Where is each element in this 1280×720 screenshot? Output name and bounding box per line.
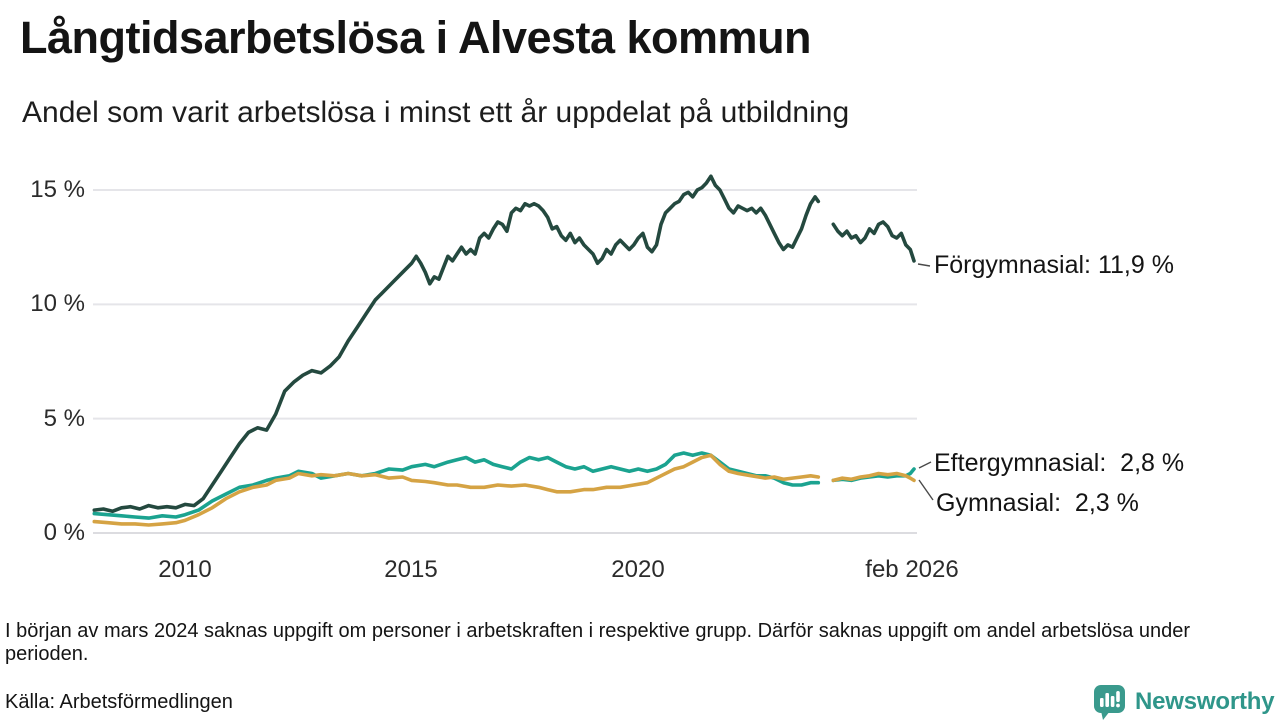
series-label-eftergymnasial: Eftergymnasial: 2,8 % — [934, 449, 1185, 477]
x-tick-2020: 2020 — [611, 556, 665, 583]
bar-chart-speech-bubble-icon — [1094, 685, 1125, 720]
series-label-forgymnasial: Förgymnasial: 11,9 % — [934, 251, 1174, 279]
x-tick-feb-2026: feb 2026 — [865, 556, 959, 583]
y-tick-0: 0 % — [43, 519, 85, 546]
x-tick-2010: 2010 — [158, 556, 212, 583]
series-label-gymnasial: Gymnasial: 2,3 % — [936, 489, 1139, 517]
y-tick-15: 15 % — [30, 176, 85, 203]
page-subtitle: Andel som varit arbetslösa i minst ett å… — [22, 96, 850, 129]
page-title: Långtidsarbetslösa i Alvesta kommun — [20, 12, 812, 63]
footnote-text: I början av mars 2024 saknas uppgift om … — [5, 620, 1191, 665]
source-text: Källa: Arbetsförmedlingen — [5, 691, 233, 713]
newsworthy-logo-text: Newsworthy — [1135, 688, 1275, 715]
y-tick-10: 10 % — [30, 290, 85, 317]
y-tick-5: 5 % — [43, 405, 85, 432]
x-tick-2015: 2015 — [384, 556, 438, 583]
newsworthy-logo: Newsworthy — [1093, 684, 1275, 720]
